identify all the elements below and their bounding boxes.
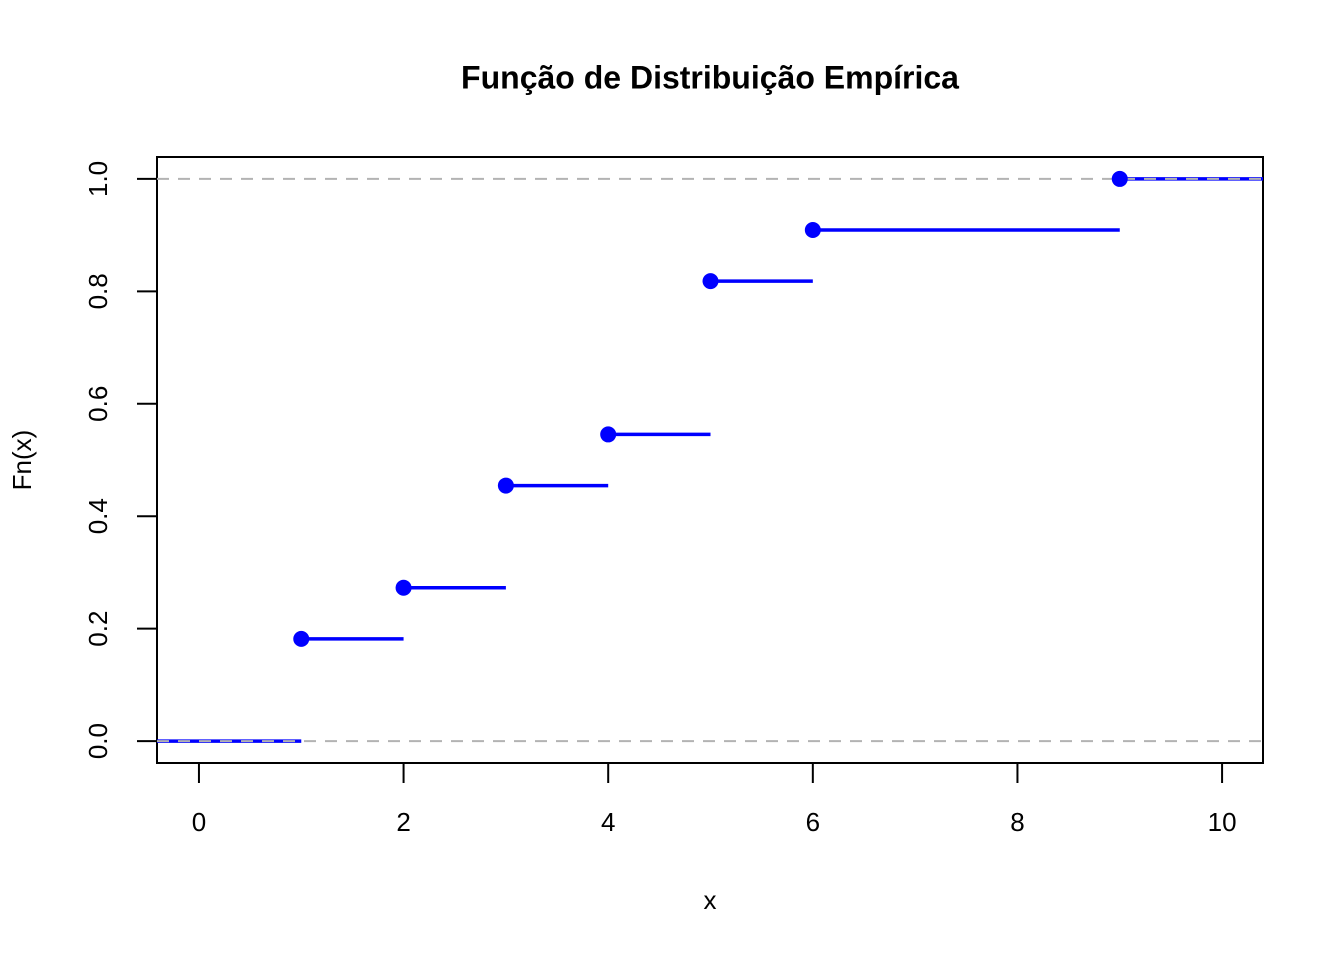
step-point [600,426,617,443]
y-tick-label: 0.2 [83,611,113,647]
x-axis-label: x [704,885,717,915]
y-tick-label: 0.8 [83,273,113,309]
plot-frame [156,156,1264,764]
y-tick-label: 0.6 [83,386,113,422]
y-tick-label: 1.0 [83,161,113,197]
step-point [293,630,310,647]
y-tick-label: 0.0 [83,723,113,759]
x-tick-label: 0 [192,807,206,837]
step-point [497,477,514,494]
x-tick-label: 6 [806,807,820,837]
step-point [804,222,821,239]
step-point [702,273,719,290]
step-point [1111,170,1128,187]
step-point [395,579,412,596]
x-tick-label: 10 [1208,807,1237,837]
y-axis-label: Fn(x) [7,430,37,491]
x-tick-label: 8 [1010,807,1024,837]
y-tick-label: 0.4 [83,498,113,534]
x-tick-label: 4 [601,807,615,837]
x-tick-label: 2 [396,807,410,837]
chart-title: Função de Distribuição Empírica [461,59,959,95]
